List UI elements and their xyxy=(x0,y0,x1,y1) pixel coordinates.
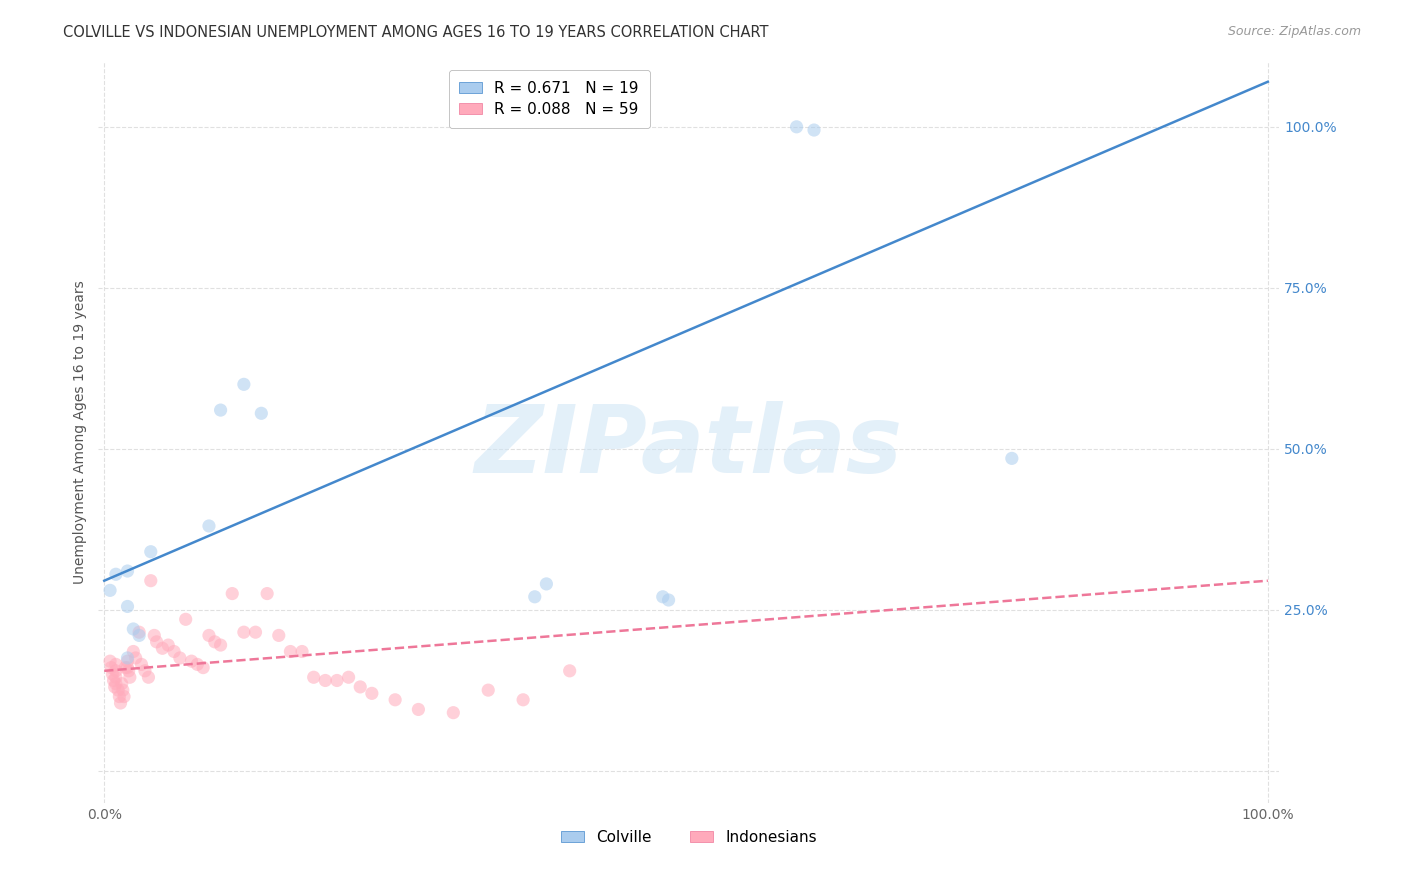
Point xyxy=(441,706,464,720)
Point xyxy=(117,660,139,674)
Point xyxy=(98,654,121,668)
Point xyxy=(302,670,325,684)
Legend: Colville, Indonesians: Colville, Indonesians xyxy=(555,823,823,851)
Point xyxy=(104,664,127,678)
Point xyxy=(138,670,160,684)
Point xyxy=(117,564,139,578)
Point xyxy=(658,593,681,607)
Point xyxy=(157,638,180,652)
Point xyxy=(186,657,208,672)
Point xyxy=(110,696,132,710)
Point xyxy=(152,641,174,656)
Point xyxy=(314,673,336,688)
Point xyxy=(101,667,124,681)
Point xyxy=(651,590,673,604)
Point xyxy=(360,686,382,700)
Point xyxy=(117,654,139,668)
Point xyxy=(267,628,290,642)
Point xyxy=(112,690,135,704)
Point xyxy=(107,683,129,698)
Point xyxy=(558,664,581,678)
Point xyxy=(174,612,197,626)
Point xyxy=(1001,451,1024,466)
Point xyxy=(337,670,360,684)
Point xyxy=(128,625,150,640)
Point xyxy=(209,403,232,417)
Point xyxy=(104,680,127,694)
Point xyxy=(180,654,202,668)
Point xyxy=(145,635,167,649)
Point xyxy=(280,644,302,658)
Point xyxy=(191,660,214,674)
Point xyxy=(523,590,546,604)
Point xyxy=(104,670,127,684)
Point xyxy=(198,628,221,642)
Point xyxy=(477,683,499,698)
Point xyxy=(108,690,131,704)
Point xyxy=(98,583,121,598)
Point xyxy=(114,660,136,674)
Point xyxy=(128,628,150,642)
Point xyxy=(111,683,134,698)
Text: ZIPatlas: ZIPatlas xyxy=(475,401,903,493)
Point xyxy=(232,625,254,640)
Point xyxy=(209,638,232,652)
Y-axis label: Unemployment Among Ages 16 to 19 years: Unemployment Among Ages 16 to 19 years xyxy=(73,281,87,584)
Point xyxy=(786,120,808,134)
Point xyxy=(103,673,125,688)
Point xyxy=(139,545,162,559)
Point xyxy=(104,567,127,582)
Point xyxy=(118,664,141,678)
Point xyxy=(349,680,371,694)
Point xyxy=(198,519,221,533)
Point xyxy=(232,377,254,392)
Point xyxy=(384,693,406,707)
Point xyxy=(803,123,825,137)
Point xyxy=(291,644,314,658)
Point xyxy=(326,673,349,688)
Point xyxy=(131,657,153,672)
Point xyxy=(163,644,186,658)
Point xyxy=(104,676,127,690)
Point xyxy=(124,651,146,665)
Point xyxy=(250,406,273,420)
Point xyxy=(169,651,191,665)
Point xyxy=(118,670,141,684)
Point xyxy=(117,599,139,614)
Point xyxy=(245,625,267,640)
Point xyxy=(143,628,166,642)
Point xyxy=(139,574,162,588)
Point xyxy=(117,651,139,665)
Point xyxy=(122,644,145,658)
Text: COLVILLE VS INDONESIAN UNEMPLOYMENT AMONG AGES 16 TO 19 YEARS CORRELATION CHART: COLVILLE VS INDONESIAN UNEMPLOYMENT AMON… xyxy=(63,25,769,40)
Point xyxy=(221,586,243,600)
Point xyxy=(408,702,430,716)
Point xyxy=(122,622,145,636)
Point xyxy=(104,657,127,672)
Text: Source: ZipAtlas.com: Source: ZipAtlas.com xyxy=(1227,25,1361,38)
Point xyxy=(100,660,122,674)
Point xyxy=(134,664,156,678)
Point xyxy=(204,635,226,649)
Point xyxy=(512,693,534,707)
Point xyxy=(536,577,558,591)
Point xyxy=(256,586,278,600)
Point xyxy=(111,676,134,690)
